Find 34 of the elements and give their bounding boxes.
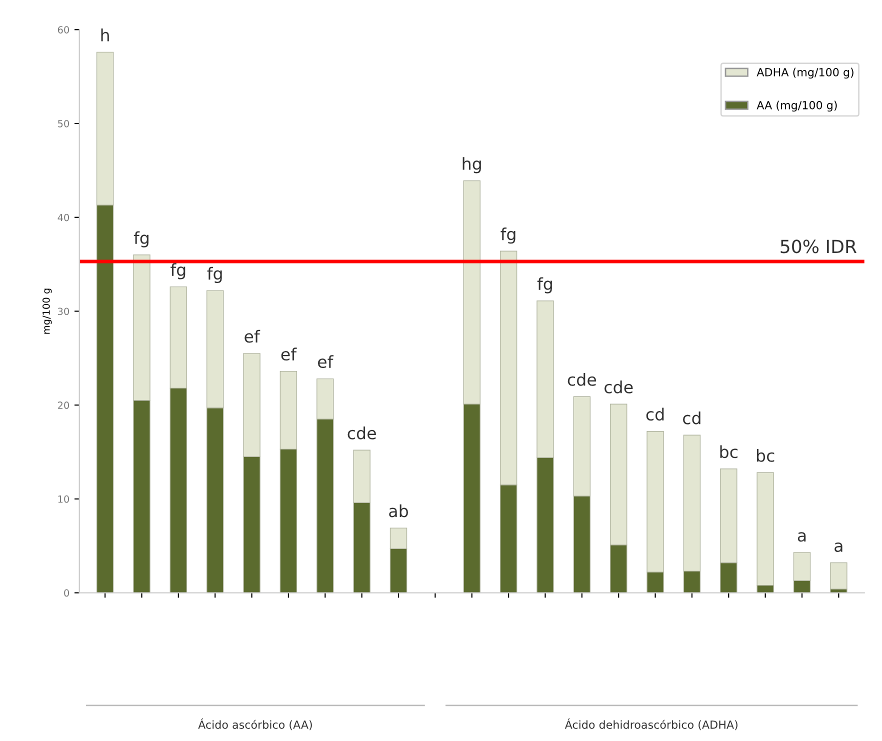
ref-line-label: 50% IDR [780,240,857,254]
y-tick-label: 30 [58,308,70,316]
data-label: fg [134,231,148,248]
data-label: h [101,28,109,42]
data-label: cde [348,426,376,440]
data-label: ef [244,330,260,343]
text: Ácido dehidroascórbico (ADHA) [564,718,738,730]
y-tick-label: 60 [58,26,70,34]
data-label: ef [281,348,297,361]
data-label: fg [537,277,552,294]
y-tick-label: 50 [58,120,70,128]
text: Ácido ascórbico (AA) [198,718,312,730]
data-label: fg [500,228,516,244]
legend-label: AA (mg/100 g) [756,100,837,112]
data-label: cd [683,411,700,424]
bar [830,562,848,590]
data-label: hg [462,157,481,174]
y-axis-title: mg/100 g [42,288,52,334]
data-label: cde [604,380,633,394]
data-label: bc [756,449,774,462]
data-label: bc [720,445,738,458]
data-label: ab [389,504,408,518]
data-label: a [798,532,806,542]
y-tick-label: 40 [58,214,70,222]
data-label: cde [568,372,596,386]
y-tick-label: 10 [58,495,70,503]
data-label: fg [207,266,222,284]
data-label: cd [646,408,664,421]
y-tick-label: 0 [64,589,70,597]
y-tick-label: 20 [58,402,70,409]
data-label: ef [318,355,334,368]
legend-label: ADHA (mg/100 g) [756,68,854,79]
data-label: fg [170,263,186,280]
data-label: a [834,542,842,552]
